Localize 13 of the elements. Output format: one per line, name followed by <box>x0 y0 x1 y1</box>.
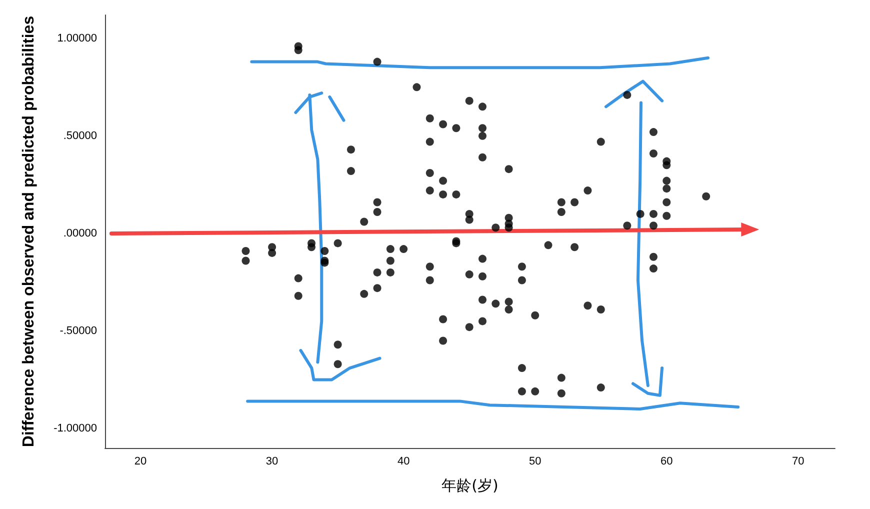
y-axis-title: Difference between observed and predicted probabilities <box>20 16 38 448</box>
x-axis-title: 年龄(岁) <box>442 476 498 494</box>
x-tick-label: 50 <box>528 456 542 468</box>
x-tick-label: 60 <box>660 456 673 468</box>
y-tick-label: 1.00000 <box>57 32 97 44</box>
y-tick-label: .00000 <box>63 227 97 240</box>
y-tick-label: .50000 <box>63 130 97 142</box>
y-tick-label: -.50000 <box>60 324 97 337</box>
x-tick-label: 70 <box>792 456 804 468</box>
y-tick-label: -1.00000 <box>54 422 97 434</box>
x-tick-label: 40 <box>397 456 410 468</box>
x-tick-label: 30 <box>266 456 278 468</box>
x-tick-label: 20 <box>134 456 147 468</box>
